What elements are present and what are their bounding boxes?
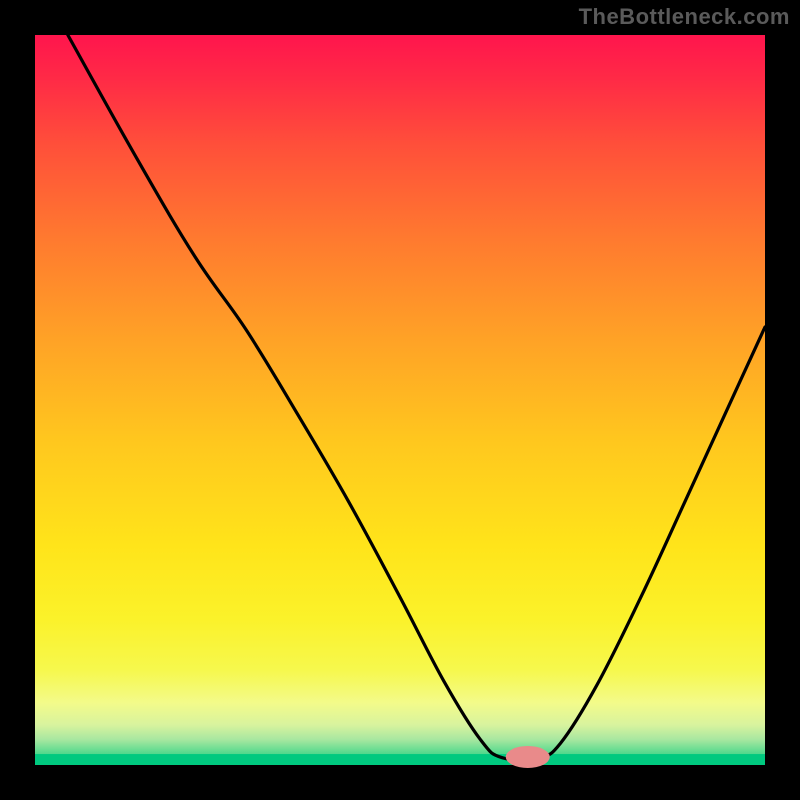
bottleneck-chart-svg [0,0,800,800]
gradient-plot-area [35,35,765,765]
green-band [35,754,765,765]
chart-container: TheBottleneck.com [0,0,800,800]
optimum-marker [506,746,550,768]
